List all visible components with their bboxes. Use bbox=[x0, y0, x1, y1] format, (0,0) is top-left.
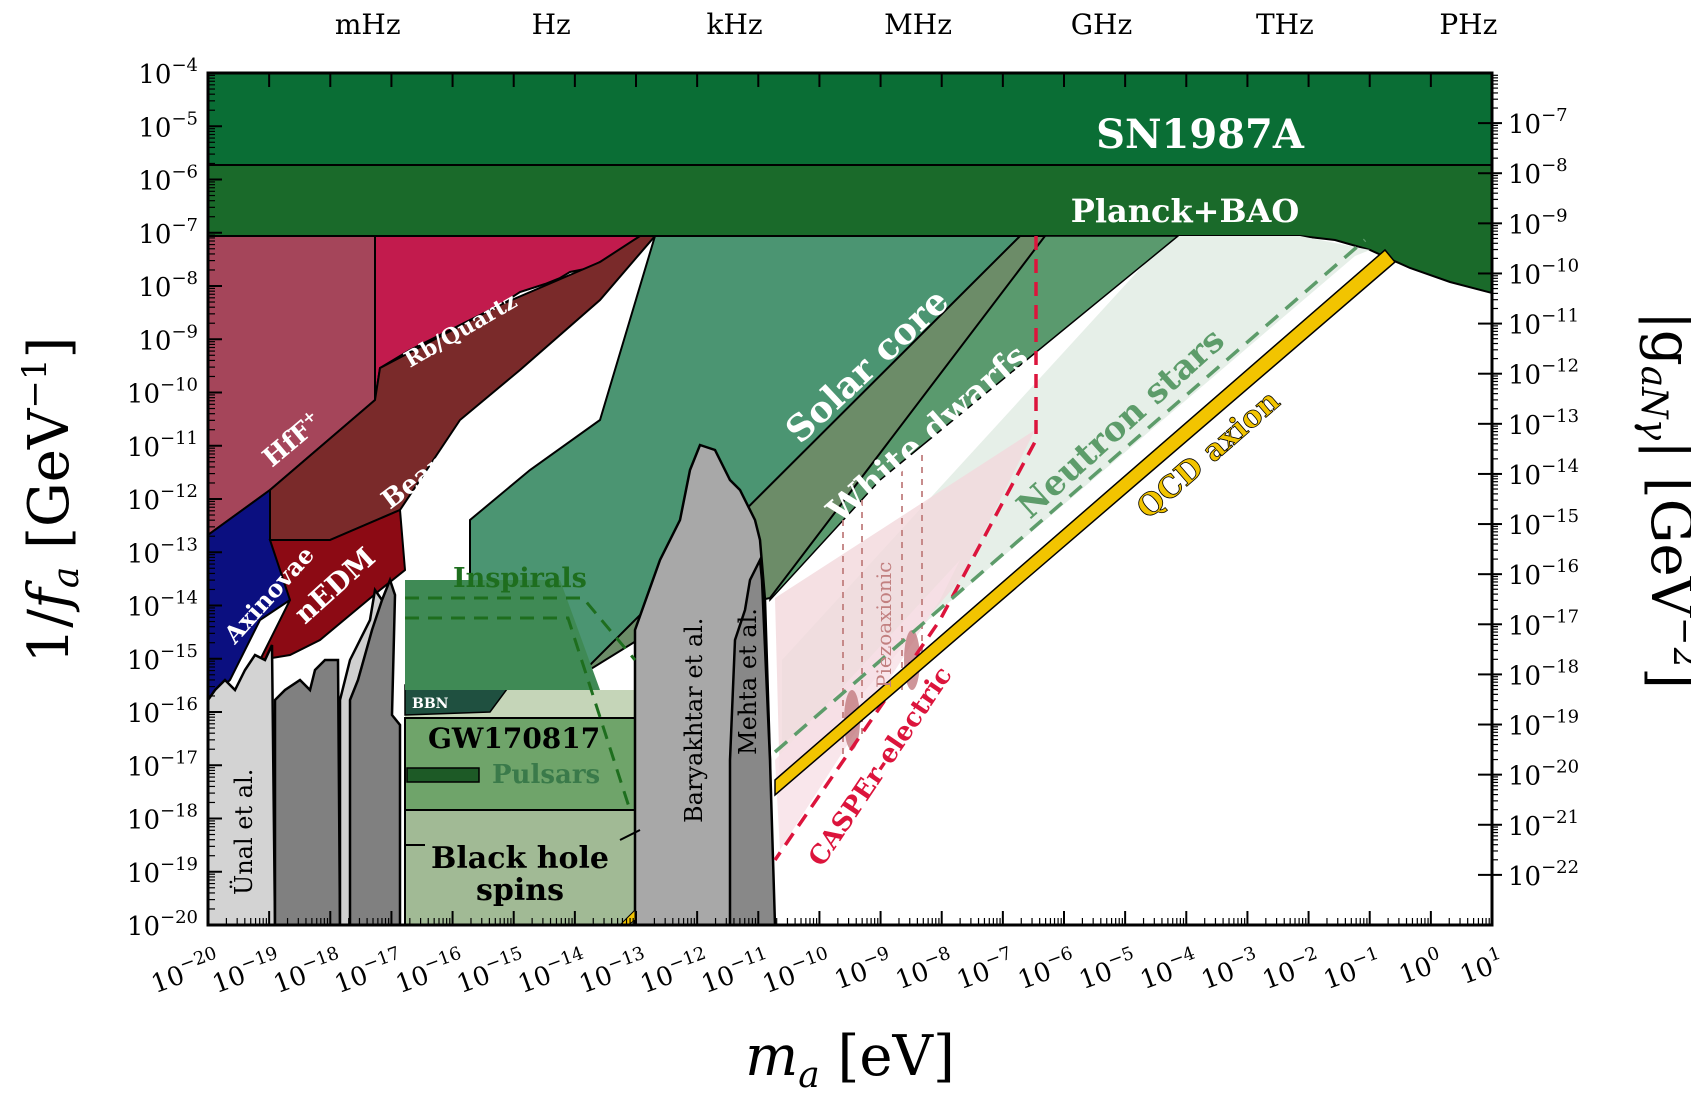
y-tick-label: 10−4 bbox=[138, 55, 198, 90]
label-baryakhtar: Baryakhtar et al. bbox=[680, 618, 708, 823]
inspirals-lines bbox=[405, 596, 637, 811]
y2-tick-label: 10−12 bbox=[1508, 356, 1579, 391]
frequency-labels: mHz Hz kHz MHz GHz THz PHz bbox=[335, 8, 1497, 41]
x-axis-label: ma [eV] bbox=[745, 1024, 955, 1096]
region-sn1987a bbox=[208, 73, 1492, 166]
y-tick-label: 10−18 bbox=[127, 801, 198, 836]
label-black-hole-line1: Black hole bbox=[431, 841, 609, 876]
label-planck-bao: Planck+BAO bbox=[1071, 192, 1299, 230]
y2-tick-label: 10−9 bbox=[1508, 205, 1568, 240]
y2-tick-label: 10−13 bbox=[1508, 406, 1579, 441]
x-tick-label: 10−9 bbox=[829, 943, 897, 996]
label-black-hole-line2: spins bbox=[476, 873, 564, 908]
x-tick-label: 10−6 bbox=[1012, 943, 1080, 996]
y2-tick-label: 10−22 bbox=[1508, 857, 1579, 892]
frequency-label: THz bbox=[1256, 8, 1314, 41]
frequency-label: GHz bbox=[1071, 8, 1133, 41]
frequency-label: MHz bbox=[884, 8, 952, 41]
x-tick-label: 10−3 bbox=[1196, 943, 1264, 996]
y-tick-label: 10−16 bbox=[127, 694, 198, 729]
label-unal: Ünal et al. bbox=[229, 769, 258, 895]
y2-tick-label: 10−21 bbox=[1508, 807, 1579, 842]
qcd-axion-band bbox=[774, 248, 1397, 797]
y2-tick-label: 10−17 bbox=[1508, 606, 1579, 641]
y2-axis-label: |gaNγ| [GeV−2] bbox=[1633, 311, 1691, 689]
y2-tick-label: 10−14 bbox=[1508, 456, 1579, 491]
region-gray-right bbox=[348, 576, 402, 925]
y-axis-label: 1/fa [GeV−1] bbox=[15, 337, 87, 664]
frequency-label: Hz bbox=[532, 8, 571, 41]
y-tick-label: 10−10 bbox=[127, 375, 198, 410]
y-tick-label: 10−15 bbox=[127, 641, 198, 676]
y2-tick-label: 10−11 bbox=[1508, 306, 1579, 341]
y2-tick-label: 10−16 bbox=[1508, 556, 1579, 591]
y2-tick-label: 10−19 bbox=[1508, 707, 1579, 742]
y-tick-label: 10−20 bbox=[127, 907, 198, 942]
region-inspirals bbox=[405, 580, 600, 690]
x-tick-label: 10−4 bbox=[1135, 943, 1203, 996]
y2-tick-label: 10−8 bbox=[1508, 155, 1568, 190]
y-tick-label: 10−13 bbox=[127, 534, 198, 569]
y2-tick-label: 10−18 bbox=[1508, 656, 1579, 691]
y2-tick-label: 10−20 bbox=[1508, 757, 1579, 792]
label-sn1987a: SN1987A bbox=[1096, 111, 1305, 158]
label-bbn: BBN bbox=[412, 696, 449, 712]
region-unal bbox=[208, 644, 277, 925]
neutron-stars-line bbox=[773, 238, 1367, 754]
x-tick-label: 10−7 bbox=[951, 943, 1019, 996]
region-mehta bbox=[728, 555, 777, 925]
y-tick-label: 10−6 bbox=[138, 162, 198, 197]
y-tick-label: 10−11 bbox=[127, 428, 198, 463]
label-pulsars: Pulsars bbox=[492, 760, 600, 790]
x-tick-label: 100 bbox=[1393, 943, 1447, 991]
y-tick-label: 10−9 bbox=[138, 321, 198, 356]
x-tick-label: 10−8 bbox=[890, 943, 958, 996]
piezoaxionic-lines bbox=[842, 455, 923, 760]
y2-tick-label: 10−10 bbox=[1508, 255, 1579, 290]
y-tick-label: 10−5 bbox=[138, 108, 198, 143]
casper-electric-line bbox=[773, 236, 1038, 861]
x-tick-label: 10−2 bbox=[1257, 943, 1325, 996]
y-tick-label: 10−14 bbox=[127, 588, 198, 623]
x-tick-label: 10−5 bbox=[1074, 943, 1142, 996]
plot-regions bbox=[208, 73, 1492, 925]
y2-tick-label: 10−7 bbox=[1508, 105, 1568, 140]
frequency-label: kHz bbox=[707, 8, 763, 41]
x-tick-label: 10−10 bbox=[757, 943, 836, 1000]
frequency-label: PHz bbox=[1439, 8, 1497, 41]
y-tick-label: 10−12 bbox=[127, 481, 198, 516]
region-gray-left bbox=[273, 658, 342, 925]
bh-spins-boundary bbox=[405, 829, 641, 846]
label-piezoaxionic: Piezoaxionic bbox=[872, 562, 896, 688]
x-tick-label: 101 bbox=[1455, 943, 1509, 991]
y2-tick-label: 10−15 bbox=[1508, 506, 1579, 541]
y-tick-label: 10−7 bbox=[138, 215, 198, 250]
x-tick-label: 10−1 bbox=[1318, 943, 1386, 996]
region-pulsars-bar bbox=[406, 767, 480, 783]
frequency-label: mHz bbox=[335, 8, 401, 41]
y-tick-label: 10−19 bbox=[127, 854, 198, 889]
label-mehta: Mehta et al. bbox=[734, 608, 762, 755]
y-tick-label: 10−8 bbox=[138, 268, 198, 303]
region-nedm bbox=[258, 508, 407, 662]
label-gw170817: GW170817 bbox=[428, 722, 600, 755]
y-tick-label: 10−17 bbox=[127, 747, 198, 782]
label-inspirals: Inspirals bbox=[453, 563, 587, 594]
